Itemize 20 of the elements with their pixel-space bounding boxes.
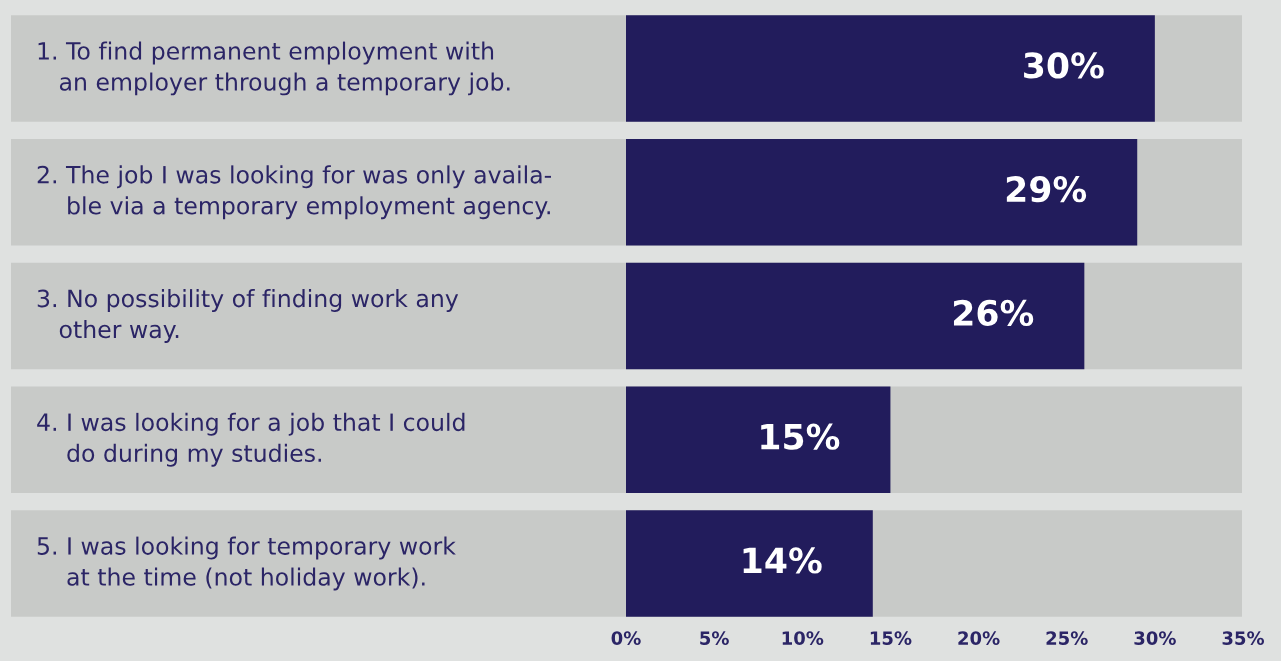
y-tick-label: 4. I was looking for a job that I could do during my studies. [37, 412, 465, 467]
data-label: 15% [761, 423, 840, 450]
data-label: 26% [953, 299, 1034, 327]
data-label: 14% [743, 547, 822, 574]
y-tick-label: 1. To find permanent employment with an employer through a temporary job. [38, 41, 510, 96]
bar [626, 386, 891, 493]
x-tick-label: 5% [700, 631, 729, 645]
x-tick-label: 20% [958, 631, 1000, 645]
data-label: 29% [1006, 176, 1087, 203]
y-tick-label: 5. I was looking for temporary work at the time (not holiday work). [37, 536, 456, 591]
x-tick-label: 25% [1046, 631, 1088, 645]
x-tick-label: 30% [1134, 631, 1176, 645]
x-tick-label: 15% [870, 631, 912, 645]
x-tick-label: 0% [611, 631, 641, 645]
x-tick-label: 35% [1222, 631, 1265, 645]
x-tick-label: 10% [782, 631, 824, 645]
y-tick-label: 2. The job I was looking for was only availa- ble via a temporary employment agency. [37, 165, 552, 220]
y-tick-label: 3. No possibility of finding work any other way. [37, 289, 459, 343]
data-label: 30% [1024, 52, 1104, 79]
bar [626, 510, 873, 617]
